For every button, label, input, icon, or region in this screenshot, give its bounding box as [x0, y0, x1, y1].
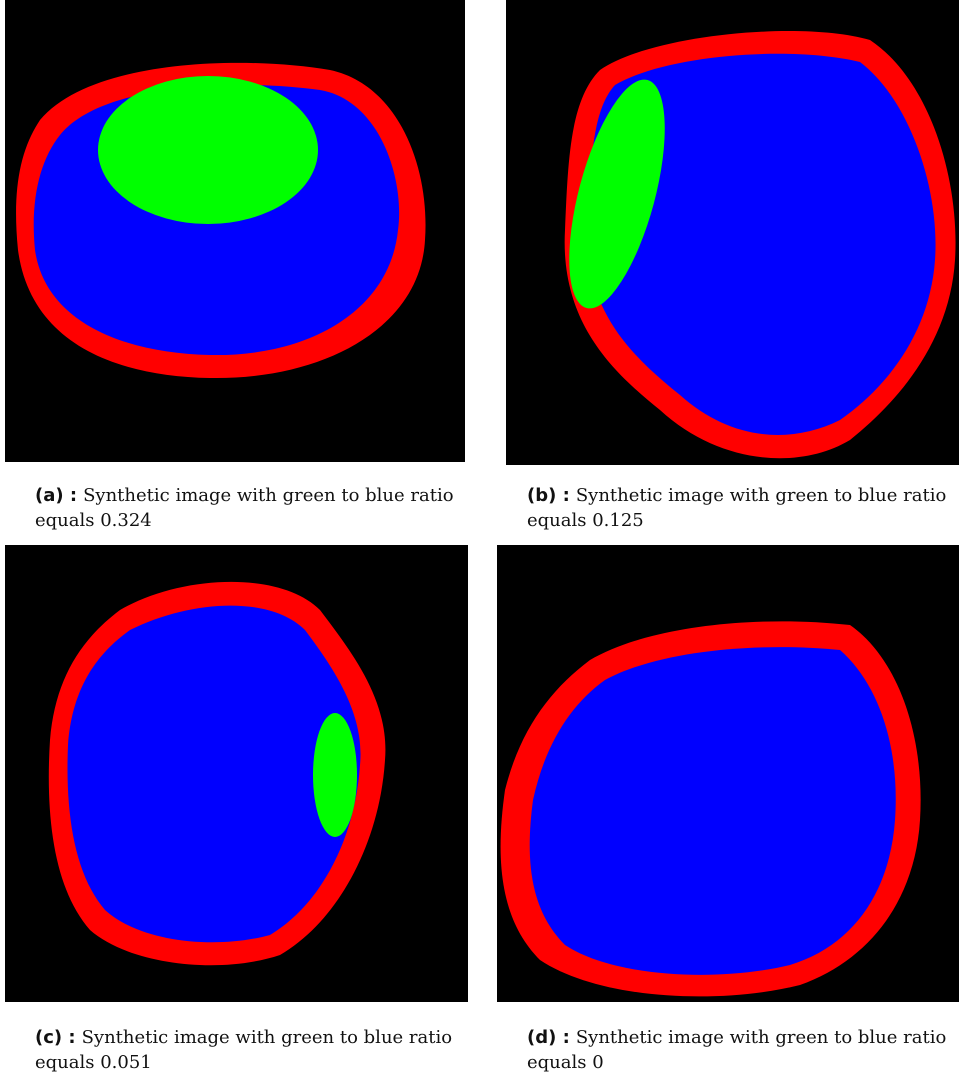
caption-text: Synthetic image with green to blue ratio… [35, 485, 454, 531]
caption: (a) :Synthetic image with green to blue … [35, 483, 455, 533]
caption-text: Synthetic image with green to blue ratio… [527, 485, 946, 531]
synthetic-image [5, 0, 465, 462]
figure-images [0, 0, 961, 1077]
caption-label: (c) : [35, 1027, 76, 1048]
synthetic-image [497, 545, 959, 1002]
caption-label: (b) : [527, 485, 570, 506]
caption: (b) :Synthetic image with green to blue … [527, 483, 947, 533]
caption-label: (a) : [35, 485, 77, 506]
synthetic-image [506, 0, 959, 465]
figure: (a) :Synthetic image with green to blue … [0, 0, 961, 1077]
caption: (d) :Synthetic image with green to blue … [527, 1025, 947, 1075]
synthetic-image [5, 545, 468, 1002]
caption-text: Synthetic image with green to blue ratio… [35, 1027, 452, 1073]
caption: (c) :Synthetic image with green to blue … [35, 1025, 455, 1075]
caption-text: Synthetic image with green to blue ratio… [527, 1027, 946, 1073]
caption-label: (d) : [527, 1027, 570, 1048]
